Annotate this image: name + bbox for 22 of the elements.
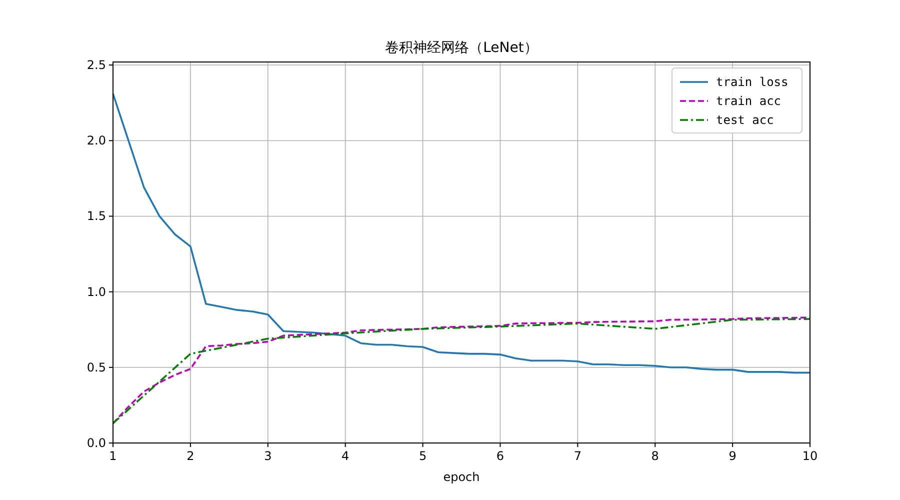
x-tick-label: 1	[109, 449, 117, 463]
y-tick-label: 0.0	[86, 436, 106, 450]
line-series	[112, 92, 811, 374]
chart-title: 卷积神经网络（LeNet）	[385, 40, 538, 56]
x-tick-label: 10	[802, 449, 818, 463]
legend-label: train acc	[716, 94, 782, 108]
x-tick-label: 3	[264, 449, 272, 463]
x-axis-title: epoch	[443, 470, 480, 484]
y-tick-label: 2.0	[86, 134, 106, 148]
x-tick-label: 5	[418, 449, 427, 463]
y-tick-label: 1.0	[86, 284, 106, 299]
x-tick-label: 7	[574, 449, 582, 463]
x-tick-label: 4	[342, 449, 350, 463]
legend-label: test acc	[716, 113, 774, 127]
y-tick-label: 0.5	[86, 360, 106, 374]
x-tick-label: 9	[728, 449, 736, 463]
y-tick-label: 1.5	[86, 209, 106, 224]
x-tick-label: 8	[651, 449, 659, 463]
x-tick-label: 2	[186, 449, 194, 463]
x-tick-label: 6	[496, 449, 504, 463]
legend-label: train loss	[716, 75, 788, 89]
y-tick-label: 2.5	[86, 58, 106, 72]
